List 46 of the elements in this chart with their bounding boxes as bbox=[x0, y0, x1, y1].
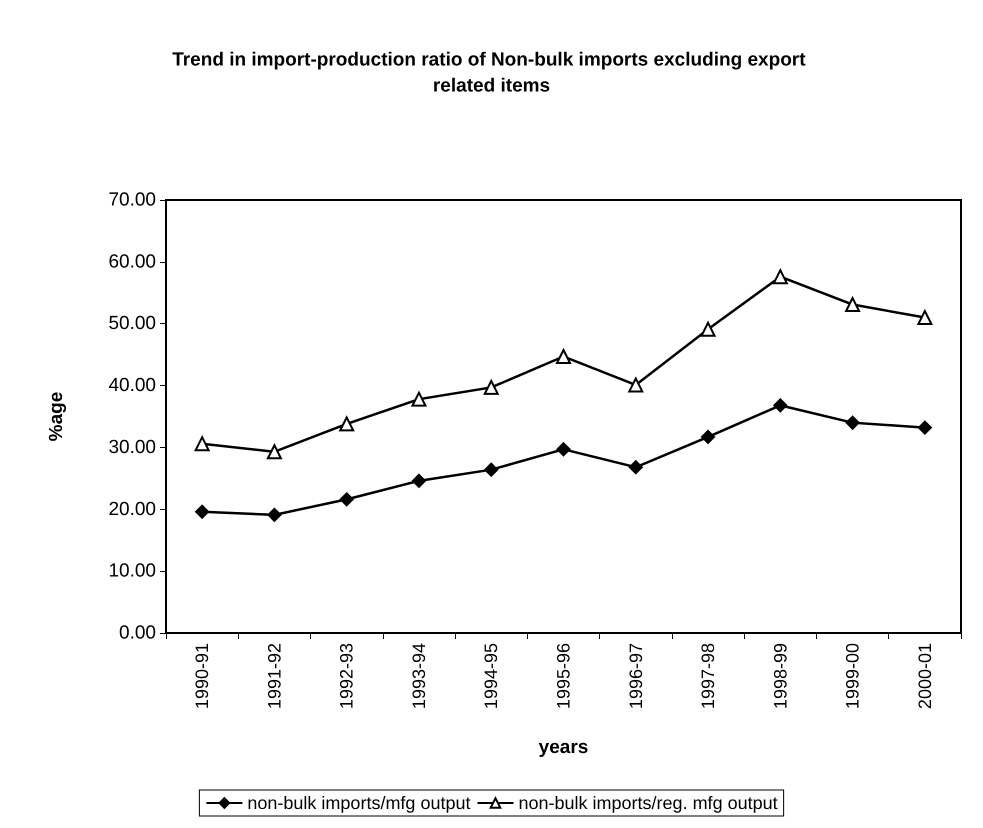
y-tick-label: 30.00 bbox=[108, 436, 156, 458]
x-tick-label: 1999-00 bbox=[842, 643, 863, 710]
point bbox=[484, 380, 499, 395]
x-tick-label: 1990-91 bbox=[192, 643, 212, 710]
point bbox=[700, 322, 716, 337]
x-tick-label: 2000-01 bbox=[914, 643, 935, 710]
chart-title: Trend in import-production ratio of Non-bulk imports excluding export related items bbox=[172, 50, 811, 96]
point bbox=[339, 416, 354, 432]
point bbox=[266, 444, 282, 460]
point bbox=[412, 474, 426, 488]
point bbox=[556, 349, 571, 364]
x-axis-title: years bbox=[538, 737, 588, 758]
y-tick-label: 0.00 bbox=[119, 622, 156, 644]
legend-label: non-bulk imports/mfg output bbox=[247, 793, 471, 813]
y-tick-label: 70.00 bbox=[108, 190, 156, 210]
point bbox=[195, 504, 210, 519]
point bbox=[484, 462, 498, 477]
y-tick-label: 10.00 bbox=[108, 560, 156, 582]
y-tick-label: 40.00 bbox=[108, 375, 156, 396]
x-tick-label: 1992-93 bbox=[336, 643, 357, 710]
point bbox=[846, 416, 860, 430]
y-tick-label: 20.00 bbox=[108, 498, 156, 520]
point bbox=[701, 430, 716, 444]
point bbox=[340, 492, 354, 506]
point bbox=[628, 377, 644, 392]
point bbox=[918, 420, 932, 435]
x-tick-label: 1997-98 bbox=[698, 643, 718, 710]
point bbox=[556, 442, 570, 456]
point bbox=[772, 269, 788, 284]
point bbox=[267, 508, 282, 522]
point bbox=[411, 392, 426, 407]
y-tick-label: 60.00 bbox=[108, 251, 156, 272]
x-tick-label: 1995-96 bbox=[554, 643, 574, 710]
x-tick-label: 1991-92 bbox=[264, 643, 284, 710]
x-tick-label: 1993-94 bbox=[408, 643, 429, 710]
point bbox=[628, 460, 643, 474]
y-tick-label: 50.00 bbox=[108, 313, 156, 334]
y-axis-title: %age bbox=[46, 392, 67, 442]
point bbox=[845, 297, 860, 312]
point bbox=[917, 310, 932, 326]
x-tick-label: 1998-99 bbox=[770, 643, 790, 710]
point bbox=[773, 398, 788, 412]
x-tick-label: 1996-97 bbox=[626, 643, 646, 710]
point bbox=[194, 436, 210, 452]
legend-label: non-bulk imports/reg. mfg output bbox=[518, 793, 778, 813]
x-tick-label: 1994-95 bbox=[481, 643, 502, 710]
